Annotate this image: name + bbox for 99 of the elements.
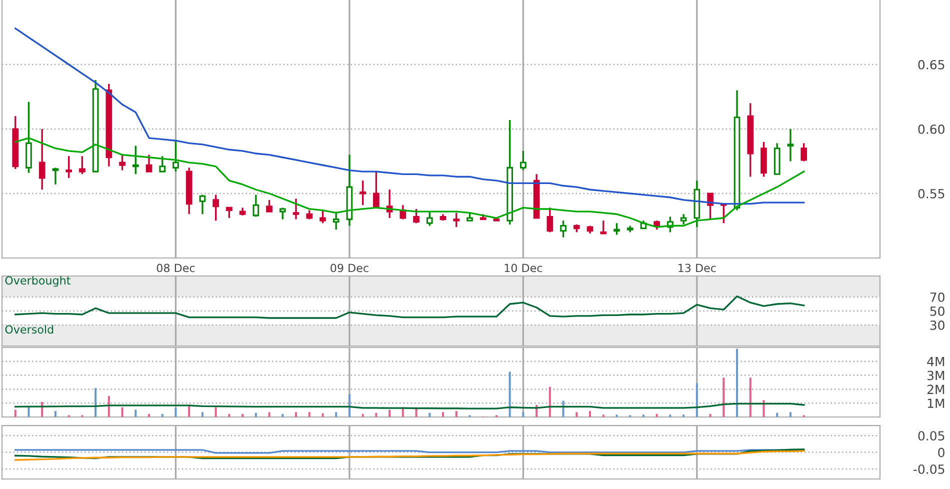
bar	[709, 414, 712, 417]
bar	[736, 348, 738, 417]
bar	[174, 408, 177, 417]
x-tick-label: 09 Dec	[330, 264, 368, 272]
bar	[254, 412, 257, 417]
y-tick-label: 3M	[927, 370, 944, 380]
y-tick-label: 0	[938, 448, 944, 458]
candlestick	[787, 128, 794, 162]
bar	[121, 407, 124, 417]
bar	[214, 407, 217, 417]
candlestick	[680, 213, 687, 226]
candlestick	[279, 206, 286, 220]
x-tick-label: 08 Dec	[156, 264, 195, 272]
bar	[282, 414, 284, 417]
bar	[789, 412, 792, 417]
bar	[722, 378, 725, 417]
bar	[14, 410, 16, 417]
candlestick	[212, 194, 219, 222]
candlestick	[266, 199, 272, 212]
bar	[322, 413, 324, 417]
candlestick	[79, 155, 86, 175]
bar	[762, 400, 765, 417]
candlestick	[560, 220, 566, 238]
bar	[308, 412, 310, 417]
bar	[548, 386, 551, 417]
bar	[54, 411, 56, 417]
y-tick-label: 1M	[928, 398, 944, 408]
y-tick-label: 70	[930, 292, 944, 302]
bar	[562, 400, 564, 417]
candlestick	[172, 140, 179, 172]
bar	[576, 412, 578, 417]
candlestick	[413, 208, 420, 224]
bar	[428, 412, 431, 417]
candlestick	[426, 210, 433, 227]
candlestick	[520, 150, 526, 172]
bar	[589, 411, 592, 417]
bar	[108, 396, 110, 417]
y-tick-label: 0.60	[918, 124, 944, 134]
bar	[161, 414, 164, 417]
bar	[415, 408, 418, 417]
candlestick	[654, 220, 660, 230]
y-tick-label: -0.05	[914, 464, 944, 474]
bar	[375, 412, 378, 417]
y-tick-label: 0.65	[918, 60, 944, 70]
candlestick	[252, 194, 260, 218]
line-series	[14, 28, 805, 205]
bar	[776, 412, 778, 417]
candlestick	[707, 192, 714, 220]
candlestick	[146, 154, 152, 172]
line-series	[14, 295, 805, 319]
bar	[388, 410, 391, 417]
candlestick	[52, 166, 59, 186]
candlestick	[226, 206, 232, 219]
candlestick	[453, 212, 460, 228]
band-label: Overbought	[5, 276, 70, 287]
y-tick-label: 0.05	[918, 431, 944, 441]
bar	[522, 412, 524, 417]
candlestick	[373, 170, 380, 209]
bar	[148, 414, 150, 417]
bar	[228, 414, 230, 417]
candlestick	[320, 209, 326, 224]
candlestick	[360, 180, 366, 206]
y-tick-label: 0.55	[918, 188, 944, 198]
bar	[455, 411, 458, 417]
bar	[348, 394, 350, 417]
candlestick	[400, 204, 406, 220]
y-tick-label: 4M	[927, 357, 944, 366]
candlestick	[332, 210, 340, 230]
bar	[242, 414, 244, 417]
bar	[268, 412, 270, 417]
candlestick	[306, 209, 313, 220]
candlestick	[132, 144, 139, 175]
bar	[362, 414, 364, 417]
x-tick-label: 13 Dec	[678, 264, 716, 272]
bar	[134, 410, 137, 417]
candlestick	[292, 198, 300, 220]
x-tick-label: 10 Dec	[504, 264, 542, 272]
band-label: Oversold	[5, 325, 54, 334]
bar	[335, 412, 338, 417]
bar	[656, 414, 658, 417]
bar	[295, 412, 298, 417]
y-tick-label: 50	[930, 306, 944, 316]
candlestick	[614, 222, 620, 236]
bar	[442, 412, 444, 417]
bar	[696, 383, 698, 417]
bar	[508, 372, 511, 417]
candlestick	[546, 206, 554, 234]
candlestick	[159, 155, 166, 172]
bar	[749, 378, 752, 417]
candlestick	[119, 154, 126, 172]
bar	[201, 412, 204, 417]
candlestick	[800, 142, 807, 162]
candlestick	[38, 128, 46, 190]
bar	[94, 388, 97, 417]
candlestick	[66, 155, 72, 179]
candlestick	[199, 194, 206, 215]
candlestick	[600, 220, 607, 234]
y-tick-label: 30	[930, 320, 944, 330]
y-tick-label: 2M	[927, 384, 944, 394]
